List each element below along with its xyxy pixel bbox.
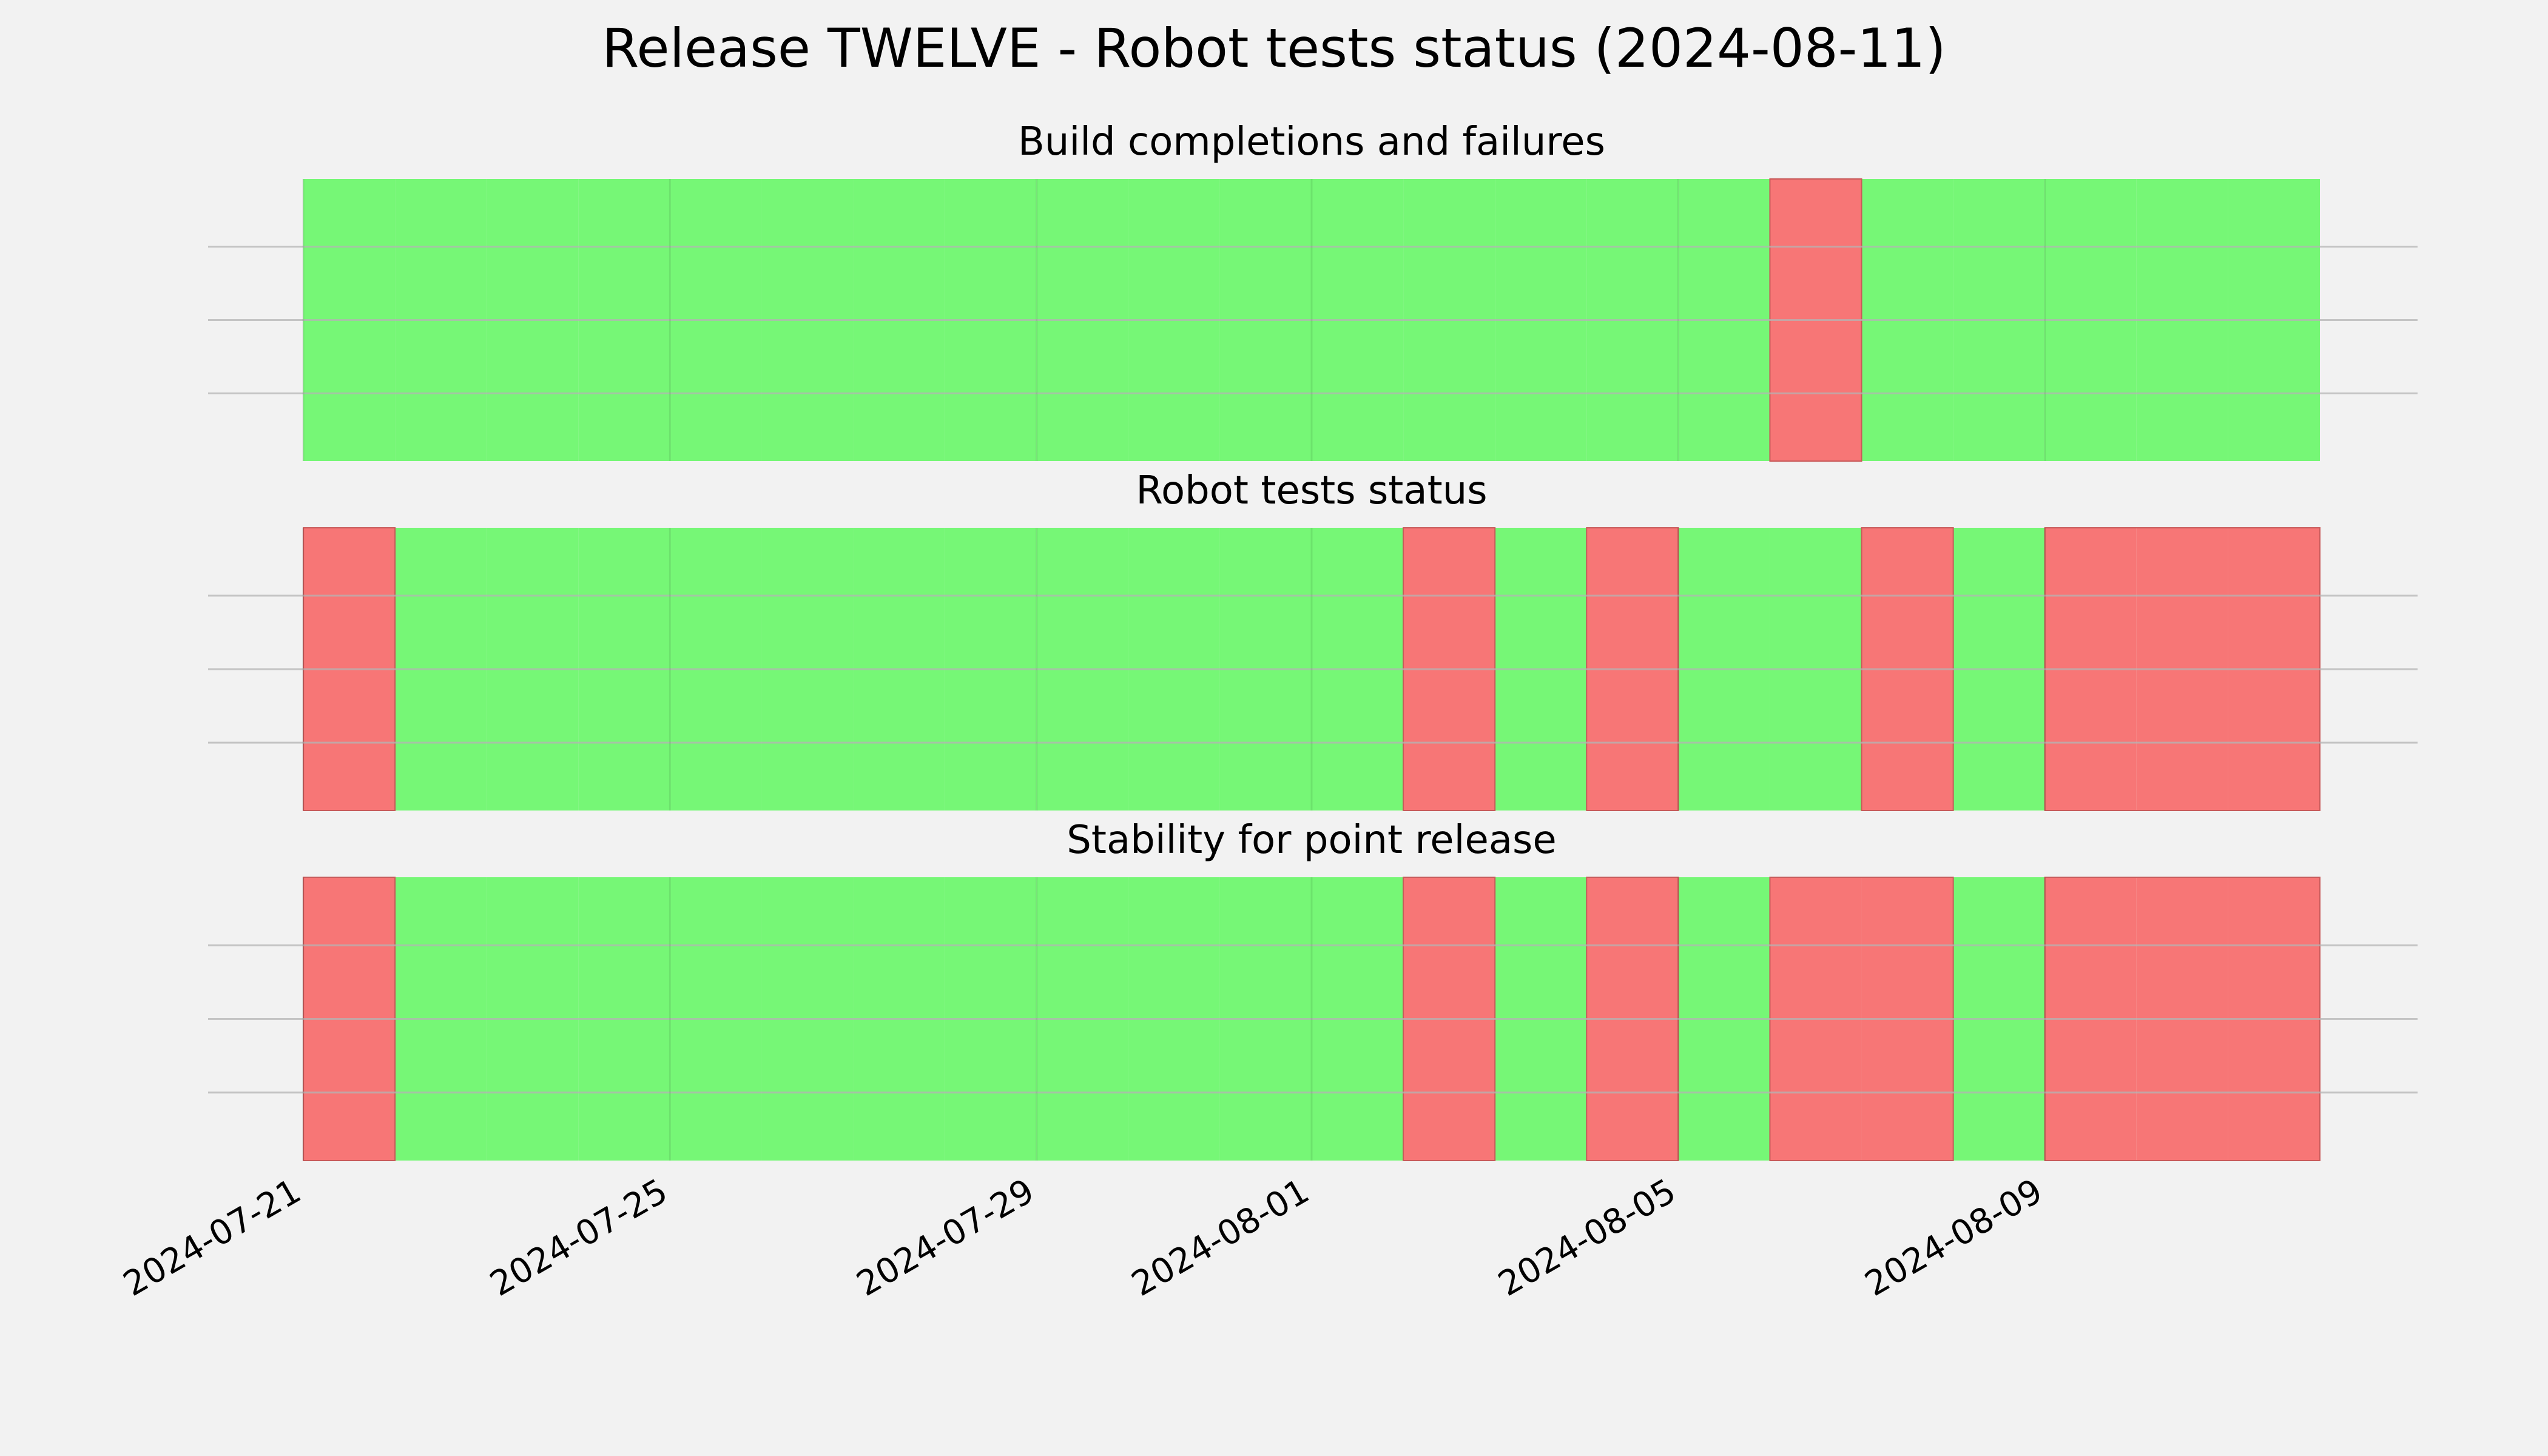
panel-title: Build completions and failures: [1018, 120, 1605, 164]
x-tick-label: 2024-08-05: [1492, 1171, 1682, 1304]
panel-2: Robot tests status: [208, 468, 2418, 811]
x-tick-label: 2024-08-01: [1125, 1171, 1316, 1304]
x-tick-label: 2024-08-09: [1858, 1171, 2049, 1304]
panels: Build completions and failures Robot test…: [208, 120, 2418, 1161]
panel-1: Build completions and failures: [208, 120, 2418, 462]
panel-3: Stability for point release: [208, 818, 2418, 1161]
x-tick-label: 2024-07-25: [484, 1171, 674, 1304]
x-axis: 2024-07-21 2024-07-25 2024-07-29 2024-08-01…: [117, 1171, 2049, 1304]
panel-title: Stability for point release: [1067, 818, 1557, 863]
panel-title: Robot tests status: [1136, 468, 1487, 513]
x-tick-label: 2024-07-29: [850, 1171, 1040, 1304]
x-tick-label: 2024-07-21: [117, 1171, 308, 1304]
chart-title: Release TWELVE - Robot tests status (202…: [602, 17, 1946, 79]
